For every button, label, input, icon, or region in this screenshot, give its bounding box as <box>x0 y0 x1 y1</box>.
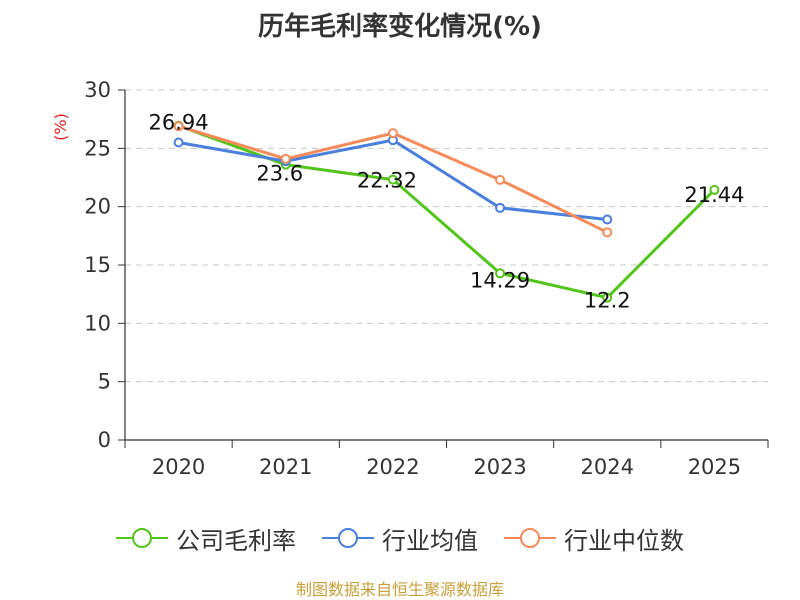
y-tick-label: 30 <box>84 78 111 102</box>
data-point[interactable] <box>709 184 720 195</box>
data-point[interactable] <box>280 153 291 164</box>
chart-title: 历年毛利率变化情况(%) <box>258 12 542 42</box>
y-tick-label: 5 <box>98 370 111 394</box>
y-tick-label: 20 <box>84 195 111 219</box>
legend-item-2[interactable]: 行业中位数 <box>504 521 684 556</box>
data-point[interactable] <box>387 174 398 185</box>
data-point[interactable] <box>173 137 184 148</box>
data-point[interactable] <box>602 214 613 225</box>
y-axis-title: (%) <box>51 113 70 141</box>
source-note: 制图数据来自恒生聚源数据库 <box>295 580 504 599</box>
y-tick-label: 10 <box>84 311 111 335</box>
legend-label: 行业均值 <box>382 526 478 555</box>
y-tick-label: 15 <box>84 253 111 277</box>
data-labels: 26.94 23.6 22.32 14.29 12.2 21.44 <box>149 111 745 313</box>
data-label: 12.2 <box>584 289 631 313</box>
data-label: 23.6 <box>256 162 303 186</box>
x-tick-label: 2021 <box>259 455 312 479</box>
legend-item-1[interactable]: 行业均值 <box>322 521 478 556</box>
data-point[interactable] <box>602 292 613 303</box>
data-label: 14.29 <box>470 268 530 292</box>
y-tick-label: 0 <box>98 428 111 452</box>
x-tick-label: 2022 <box>366 455 419 479</box>
legend-label: 公司毛利率 <box>176 526 296 555</box>
data-point[interactable] <box>495 174 506 185</box>
x-tick-label: 2024 <box>581 455 634 479</box>
x-tick-label: 2023 <box>473 455 526 479</box>
data-point[interactable] <box>495 202 506 213</box>
legend-marker-icon <box>504 528 556 548</box>
x-tick-label: 2025 <box>688 455 741 479</box>
grid-lines <box>125 89 768 383</box>
series-lines <box>173 120 720 303</box>
data-label: 21.44 <box>684 183 744 207</box>
data-label: 26.94 <box>149 111 209 135</box>
data-point[interactable] <box>495 268 506 279</box>
legend-marker-icon <box>322 528 374 548</box>
y-tick-label: 25 <box>84 136 111 160</box>
data-point[interactable] <box>602 227 613 238</box>
data-point[interactable] <box>173 121 184 132</box>
x-tick-label: 2020 <box>152 455 205 479</box>
legend-item-0[interactable]: 公司毛利率 <box>116 521 296 556</box>
data-label: 22.32 <box>357 169 417 193</box>
legend: 公司毛利率 行业均值 行业中位数 <box>0 520 800 556</box>
legend-marker-icon <box>116 528 168 548</box>
legend-label: 行业中位数 <box>564 526 684 555</box>
data-point[interactable] <box>387 128 398 139</box>
